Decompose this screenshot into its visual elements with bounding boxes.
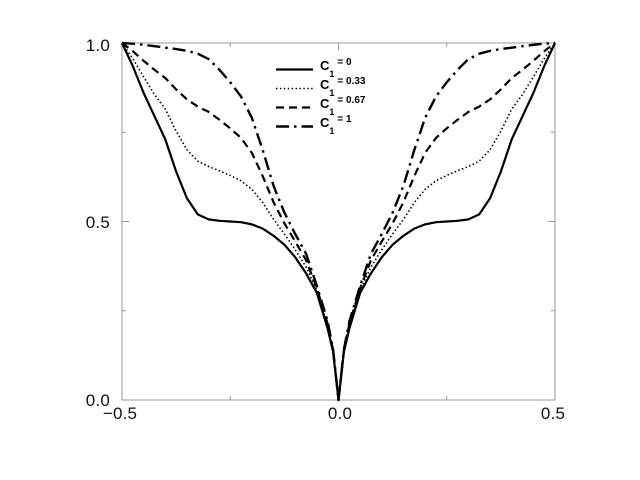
legend-label-c1-067: C1= 0.67 xyxy=(320,95,366,117)
legend-item-c1-033: C1= 0.33 xyxy=(276,76,366,98)
legend: C1= 0 C1= 0.33 C1= 0.67 C1= 1 xyxy=(276,57,366,136)
y-tick-label-0.0: 0.0 xyxy=(85,391,110,410)
legend-item-c1-067: C1= 0.67 xyxy=(276,95,366,117)
x-tick-label-0.5: 0.5 xyxy=(540,404,566,423)
legend-line-solid xyxy=(276,68,313,71)
y-tick-label-1.0: 1.0 xyxy=(85,36,110,55)
curve-c1-0-33 xyxy=(121,42,556,401)
legend-line-dashdot xyxy=(276,125,313,128)
legend-line-dashed xyxy=(276,106,313,109)
x-tick-label-neg0.5: −0.5 xyxy=(102,404,138,423)
legend-line-dotted xyxy=(276,87,313,90)
legend-item-c1-0: C1= 0 xyxy=(276,57,366,79)
curve-c1-1 xyxy=(121,41,556,402)
legend-label-c1-0: C1= 0 xyxy=(320,57,352,79)
x-tick-label-0.0: 0.0 xyxy=(327,404,353,423)
legend-label-c1-1: C1= 1 xyxy=(320,114,352,136)
legend-item-c1-1: C1= 1 xyxy=(276,114,366,136)
legend-label-c1-033: C1= 0.33 xyxy=(320,76,366,98)
y-tick-label-0.5: 0.5 xyxy=(85,213,110,232)
